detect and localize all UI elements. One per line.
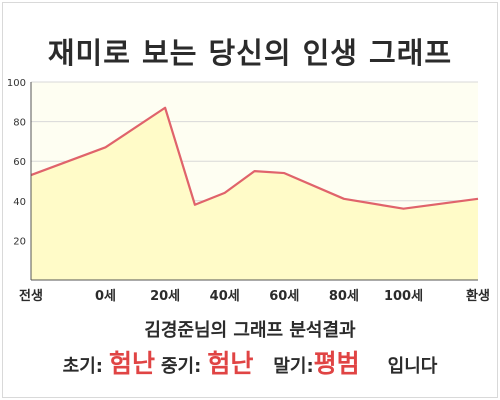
y-tick-label-20: 20 <box>13 236 26 247</box>
y-tick-label-60: 60 <box>13 157 26 168</box>
x-tick-label-5: 80세 <box>329 289 359 304</box>
y-tick-label-80: 80 <box>13 118 26 129</box>
y-tick-label-100: 100 <box>7 78 26 89</box>
x-tick-label-2: 20세 <box>150 289 180 304</box>
area-fill <box>31 107 478 281</box>
analysis-result-row: 초기: 험난 중기: 험난 말기: 평범 입니다 <box>0 344 500 380</box>
late-value: 평범 <box>313 349 360 378</box>
x-tick-label-3: 40세 <box>210 289 240 304</box>
x-tick-label-6: 100세 <box>384 289 423 304</box>
life-line <box>30 106 479 210</box>
x-tick-label-1: 0세 <box>95 289 116 304</box>
early-label: 초기: <box>62 356 103 377</box>
x-tick-label-7: 환생 <box>466 288 490 304</box>
page-title: 재미로 보는 당신의 인생 그래프 <box>47 36 453 70</box>
middle-label: 중기: <box>160 356 202 377</box>
early-value: 험난 <box>108 349 155 378</box>
x-tick-label-4: 60세 <box>269 289 299 304</box>
late-label: 말기: <box>273 356 314 377</box>
y-tick-label-40: 40 <box>13 197 26 208</box>
x-tick-label-0: 전생 <box>19 288 43 304</box>
analysis-title: 김경준님의 그래프 분석결과 <box>144 320 356 341</box>
result-suffix: 입니다 <box>387 356 438 377</box>
middle-value: 험난 <box>207 349 254 378</box>
